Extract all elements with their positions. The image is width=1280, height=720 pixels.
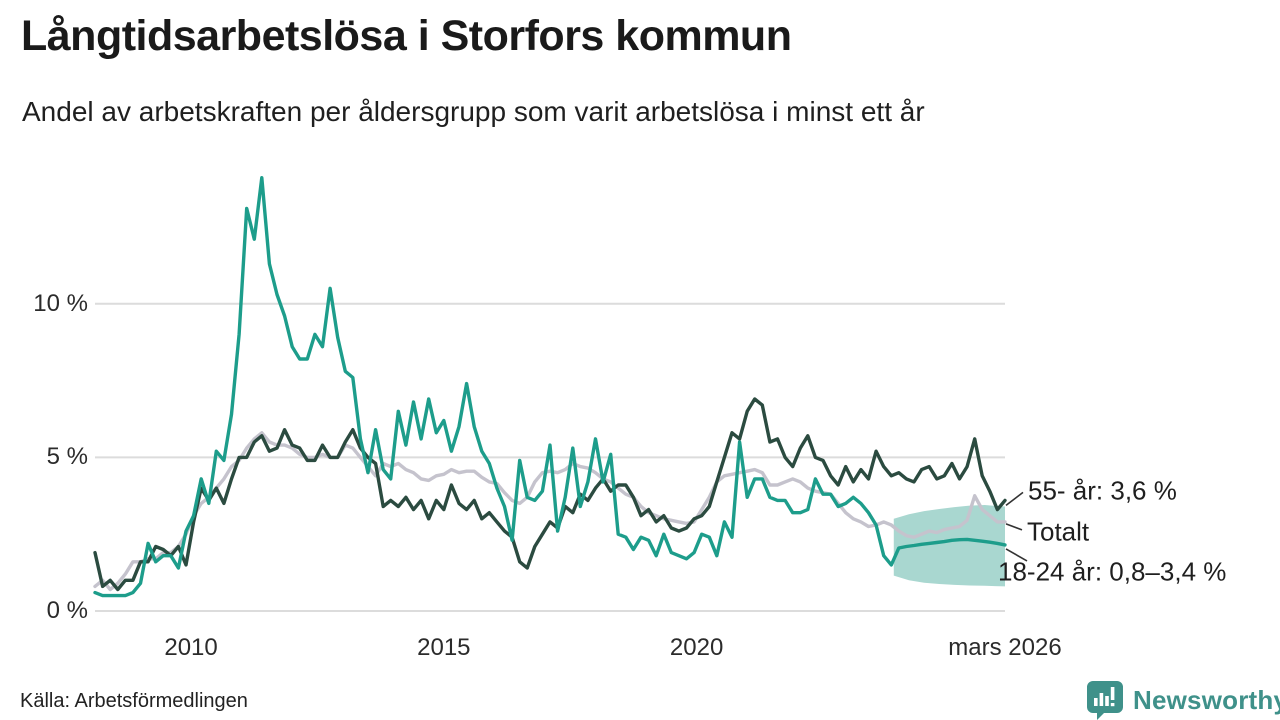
chart-subtitle: Andel av arbetskraften per åldersgrupp s… <box>22 96 925 127</box>
series-line-totalt <box>93 431 1007 592</box>
annotation-connector <box>1005 491 1024 507</box>
x-tick-label: 2015 <box>417 634 471 661</box>
line-end-label: 18-24 år: 0,8–3,4 % <box>998 556 1227 587</box>
series-line-18-24-r <box>93 175 1007 598</box>
x-tick-label: 2010 <box>164 634 218 661</box>
page-title: Långtidsarbetslösa i Storfors kommun <box>21 12 792 60</box>
source-note: Källa: Arbetsförmedlingen <box>20 690 248 712</box>
x-tick-label: 2020 <box>669 634 724 661</box>
forecast-band <box>893 504 1005 587</box>
line-end-label: 55- år: 3,6 % <box>1028 475 1177 506</box>
line-end-label: Totalt <box>1027 516 1090 547</box>
annotation-connector <box>1005 523 1023 531</box>
y-tick-label: 10 % <box>33 289 88 317</box>
brand-name: Newsworthy <box>1133 684 1280 715</box>
x-tick-label: mars 2026 <box>948 634 1062 661</box>
annotation-connector <box>1005 548 1028 562</box>
y-tick-label: 5 % <box>46 443 88 471</box>
brand-logo: Newsworthy <box>1086 680 1280 720</box>
series-line-55-r <box>93 397 1007 592</box>
newsworthy-icon <box>1087 681 1123 720</box>
y-tick-label: 0 % <box>46 597 88 624</box>
